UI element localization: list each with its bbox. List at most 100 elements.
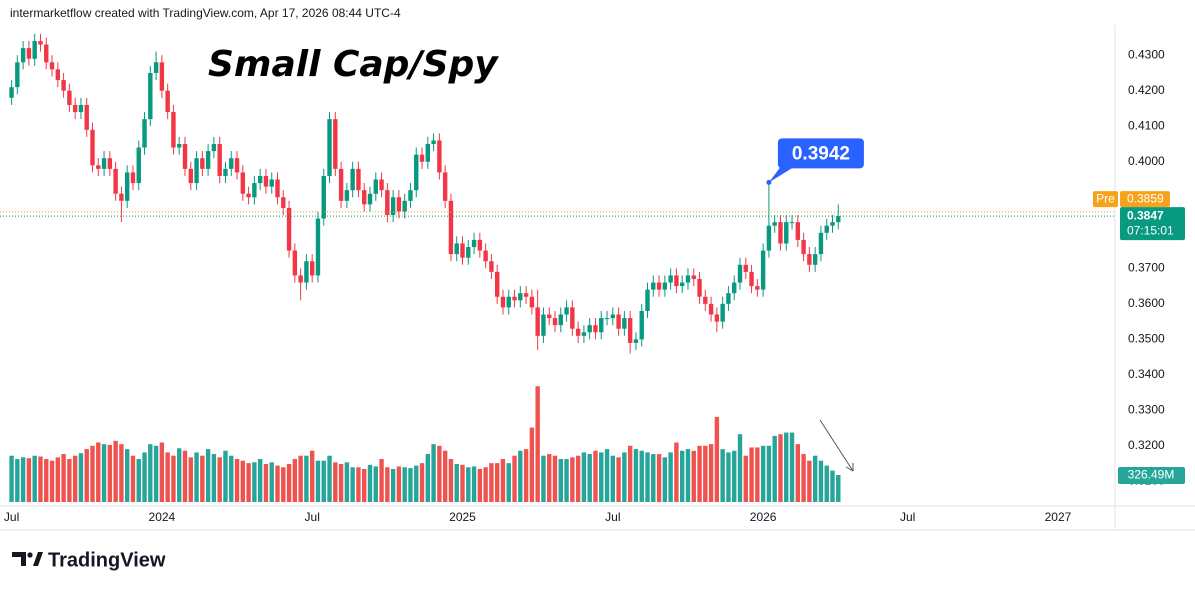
candle-body <box>234 158 240 173</box>
y-tick-label: 0.3300 <box>1128 403 1165 417</box>
volume-bar <box>396 466 402 502</box>
volume-bar <box>732 450 737 502</box>
candle-body <box>130 172 136 184</box>
candle-body <box>38 40 43 45</box>
volume-bar <box>78 453 84 502</box>
volume-bar <box>304 455 309 502</box>
logo-mark <box>33 552 43 566</box>
chart-title: Small Cap/Spy <box>208 44 499 85</box>
volume-bar <box>431 444 436 502</box>
candle-body <box>367 193 373 205</box>
volume-bar <box>824 465 829 502</box>
candle-body <box>691 275 696 279</box>
volume-bar <box>229 455 234 502</box>
volume-bar <box>818 460 824 502</box>
candle-body <box>321 175 326 219</box>
candle-body <box>119 193 124 201</box>
volume-bar <box>778 434 783 502</box>
x-tick-label: Jul <box>900 510 915 524</box>
countdown: 07:15:01 <box>1127 223 1174 237</box>
candle-body <box>148 72 153 120</box>
candle-body <box>78 104 84 113</box>
volume-bar <box>269 462 274 502</box>
volume-label: 326.49M <box>1128 468 1175 482</box>
volume-bar <box>385 467 390 502</box>
volume-bar <box>460 464 465 502</box>
volume-bar <box>552 455 558 502</box>
volume-bar <box>610 455 616 502</box>
volume-bar <box>726 452 731 502</box>
candle-body <box>633 339 639 343</box>
candle-body <box>356 168 361 191</box>
volume-bar <box>685 449 691 502</box>
candle-body <box>171 112 176 148</box>
candle-body <box>223 168 228 176</box>
y-tick-label: 0.3600 <box>1128 296 1165 310</box>
y-tick-label: 0.4000 <box>1128 154 1165 168</box>
candle-body <box>575 328 581 336</box>
volume-bar <box>257 459 263 502</box>
candle-body <box>500 296 506 308</box>
volume-bar <box>599 452 604 502</box>
logo-dot <box>27 552 33 558</box>
volume-bar <box>246 463 251 502</box>
candle-body <box>627 318 633 343</box>
candle-body <box>477 239 483 251</box>
volume-bar <box>356 467 361 502</box>
x-tick-label: 2026 <box>750 510 777 524</box>
volume-bar <box>124 449 130 502</box>
volume-bar <box>535 386 540 502</box>
candle-body <box>286 207 292 251</box>
candle-body <box>570 307 575 329</box>
volume-bar <box>113 440 118 502</box>
candle-body <box>836 216 841 223</box>
candle-body <box>49 62 55 70</box>
candle-body <box>304 261 309 283</box>
volume-bar <box>633 449 639 502</box>
volume-bar <box>61 454 66 502</box>
volume-bar <box>171 455 176 502</box>
volume-bar <box>223 450 228 502</box>
volume-bar <box>668 452 673 502</box>
volume-bar <box>84 449 89 502</box>
volume-bar <box>373 466 378 502</box>
volume-bar <box>159 442 165 502</box>
volume-bar <box>344 462 350 502</box>
candle-body <box>26 48 32 59</box>
volume-bar <box>194 452 199 502</box>
volume-bar <box>639 450 644 502</box>
volume-bar <box>20 457 26 502</box>
volume-bar <box>72 455 78 502</box>
volume-bar <box>292 459 298 502</box>
volume-bar <box>333 462 338 502</box>
volume-bar <box>755 447 760 502</box>
candle-body <box>442 172 448 201</box>
candle-body <box>807 254 812 265</box>
candle-body <box>55 69 61 81</box>
volume-bar <box>593 450 598 502</box>
candle-body <box>327 119 332 176</box>
candle-body <box>714 314 720 322</box>
volume-bar <box>367 464 373 502</box>
candle-body <box>15 62 20 88</box>
candle-body <box>240 172 246 194</box>
candle-body <box>639 310 644 340</box>
volume-bar <box>9 455 14 502</box>
candle-body <box>188 168 193 184</box>
candle-body <box>743 264 748 272</box>
candle-body <box>252 183 257 198</box>
volume-bar <box>298 455 303 502</box>
candle-body <box>708 303 714 315</box>
x-tick-label: Jul <box>4 510 19 524</box>
pre-label: Pre <box>1096 191 1115 205</box>
volume-bar <box>494 463 500 502</box>
candle-body <box>801 239 806 255</box>
candle-body <box>726 293 731 304</box>
volume-bar <box>96 442 101 502</box>
candle-body <box>662 282 668 290</box>
candle-body <box>217 144 222 176</box>
volume-bar <box>252 462 257 502</box>
candle-body <box>362 190 367 205</box>
volume-bar <box>32 455 37 502</box>
